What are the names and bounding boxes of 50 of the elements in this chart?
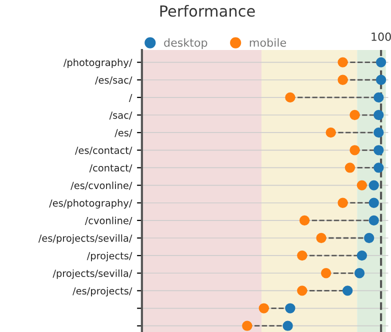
y-tick-label: /es/projects/sevilla/ <box>38 234 132 244</box>
legend-label: desktop <box>164 38 208 49</box>
y-tick-label: /sac/ <box>109 112 132 120</box>
point <box>344 162 356 173</box>
point <box>258 303 269 314</box>
point <box>299 215 310 226</box>
point <box>282 320 293 331</box>
legend-label: mobile <box>250 38 286 47</box>
point <box>350 145 360 156</box>
y-tick-label: /cvonline/ <box>84 216 132 226</box>
point <box>364 232 374 244</box>
y-tick-label: /es/sac/ <box>94 76 132 84</box>
y-tick-label: /es/contact/ <box>74 146 132 155</box>
y-tick-label: /es/projects/ <box>72 287 132 296</box>
y-tick-label: /es/cvonline/ <box>70 182 132 190</box>
y-tick-label: / <box>128 94 132 102</box>
y-tick-label: /projects/sevilla/ <box>52 269 132 279</box>
y-tick-label: /photography/ <box>63 58 132 68</box>
ref-line-label: 100 <box>372 32 391 41</box>
point <box>297 286 308 296</box>
point <box>374 145 384 156</box>
y-tick-label: /projects/ <box>86 252 132 262</box>
point <box>368 215 379 226</box>
point <box>338 198 348 208</box>
y-tick-label: /es/photography/ <box>49 199 132 209</box>
point <box>338 74 348 85</box>
y-tick-label: /contact/ <box>89 164 132 172</box>
y-tick-label: /es/ <box>114 129 132 138</box>
point <box>338 57 348 68</box>
point <box>368 198 379 208</box>
point <box>374 92 384 103</box>
point <box>368 180 379 190</box>
point <box>376 74 386 85</box>
point <box>356 250 367 261</box>
point <box>374 162 384 173</box>
point <box>320 268 332 278</box>
point <box>374 127 384 138</box>
chart-title: Performance <box>160 4 255 17</box>
point <box>326 127 336 138</box>
point <box>297 250 308 261</box>
point <box>242 320 252 331</box>
point <box>285 92 296 103</box>
point <box>342 286 353 296</box>
point <box>354 268 365 278</box>
point <box>356 180 367 190</box>
point <box>350 110 360 120</box>
point <box>285 303 296 314</box>
point <box>374 110 384 120</box>
point <box>316 232 326 244</box>
point <box>376 57 386 68</box>
